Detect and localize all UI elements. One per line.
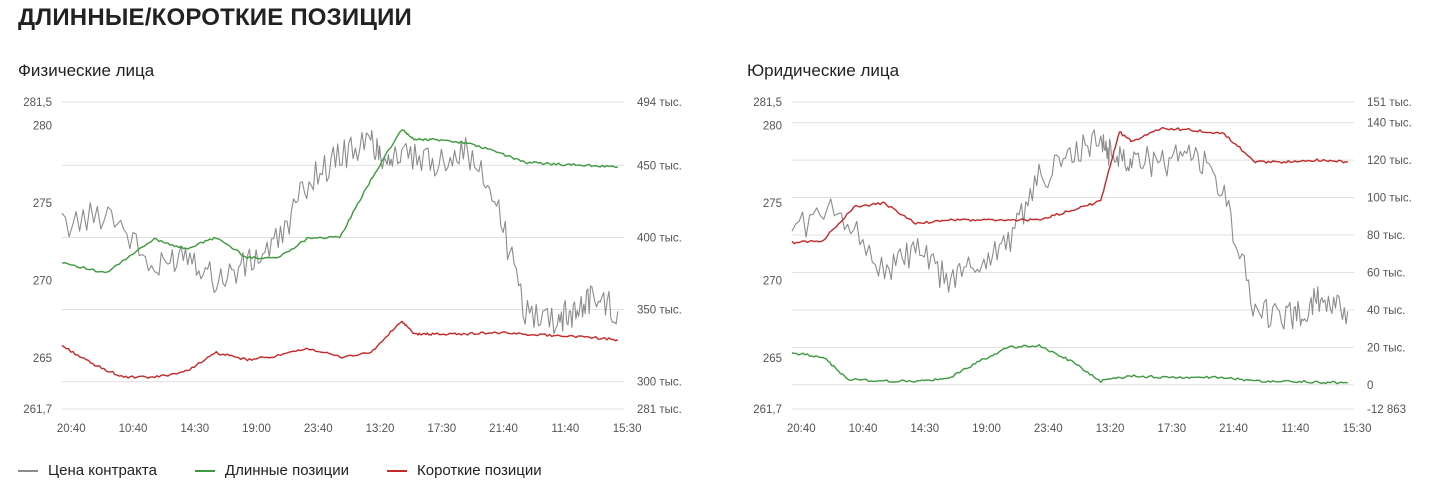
right-axis-tick-label: 80 тыс. xyxy=(1367,230,1405,242)
left-axis-tick-label: 270 xyxy=(33,275,52,287)
x-axis-tick-label: 13:20 xyxy=(1096,423,1125,435)
x-axis-tick-label: 13:20 xyxy=(366,423,395,435)
right-axis-tick-label: 400 тыс. xyxy=(637,232,682,244)
legend-item-long[interactable]: Длинные позиции xyxy=(194,462,349,479)
x-axis-tick-label: 20:40 xyxy=(787,423,816,435)
legend-swatch-long xyxy=(194,469,215,472)
right-axis-tick-label: 140 тыс. xyxy=(1367,118,1412,130)
x-axis-tick-label: 17:30 xyxy=(1157,423,1186,435)
x-axis-tick-label: 11:40 xyxy=(1281,423,1309,435)
series-line-price xyxy=(791,129,1349,330)
left-axis-tick-label: 275 xyxy=(763,198,782,210)
x-axis-tick-label: 19:00 xyxy=(242,423,271,435)
right-axis-tick-label: 151 тыс. xyxy=(1367,97,1412,109)
legend-label: Цена контракта xyxy=(48,462,157,479)
chart-legal-entities: 281,5 280 275 270 265 261,7 151 тыс. 140 тыс. 12… xyxy=(753,97,1412,435)
left-axis-tick-label: 281,5 xyxy=(23,97,52,109)
x-axis-tick-label: 14:30 xyxy=(910,423,939,435)
x-axis-tick-label: 11:40 xyxy=(551,423,579,435)
chart-title-legal-entities: Юридические лица xyxy=(747,61,900,80)
left-axis-tick-label: 265 xyxy=(33,353,52,365)
left-axis-tick-label: 280 xyxy=(33,120,52,132)
series-line-price xyxy=(61,129,619,335)
x-axis-tick-label: 15:30 xyxy=(1343,423,1372,435)
left-axis-tick-label: 261,7 xyxy=(753,404,782,416)
right-axis-tick-label: -12 863 xyxy=(1367,404,1406,416)
x-axis-tick-label: 20:40 xyxy=(57,423,86,435)
legend-item-short[interactable]: Короткие позиции xyxy=(386,462,542,479)
legend-item-price[interactable]: Цена контракта xyxy=(18,462,157,479)
legend-swatch-price xyxy=(18,469,38,472)
x-axis-tick-label: 19:00 xyxy=(972,423,1001,435)
legend-label: Длинные позиции xyxy=(224,462,349,479)
left-axis-tick-label: 265 xyxy=(763,353,782,365)
series-line-short xyxy=(791,126,1348,245)
legend-label: Короткие позиции xyxy=(416,462,542,479)
right-axis-tick-label: 350 тыс. xyxy=(637,305,682,317)
left-axis-tick-label: 270 xyxy=(763,275,782,287)
x-axis-tick-label: 10:40 xyxy=(119,423,148,435)
right-axis-tick-label: 100 тыс. xyxy=(1367,193,1412,205)
x-axis-tick-label: 17:30 xyxy=(427,423,456,435)
series-line-short xyxy=(61,320,619,379)
chart-title-individuals: Физические лица xyxy=(18,61,155,80)
right-axis-tick-label: 0 xyxy=(1367,380,1373,392)
x-axis-tick-label: 23:40 xyxy=(304,423,333,435)
series-line-long xyxy=(791,344,1348,385)
x-axis-tick-label: 21:40 xyxy=(1219,423,1248,435)
left-axis-tick-label: 261,7 xyxy=(23,404,52,416)
series-line-long xyxy=(61,129,618,274)
legend-swatch-short xyxy=(386,469,407,472)
chart-individuals: 281,5 280 275 270 265 261,7 494 тыс. 450 тыс. 40… xyxy=(23,97,682,435)
right-axis-tick-label: 60 тыс. xyxy=(1367,267,1405,279)
x-axis-tick-label: 21:40 xyxy=(489,423,518,435)
page-title: ДЛИННЫЕ/КОРОТКИЕ ПОЗИЦИИ xyxy=(18,4,412,31)
right-axis-tick-label: 40 тыс. xyxy=(1367,305,1405,317)
x-axis-tick-label: 14:30 xyxy=(180,423,209,435)
x-axis-tick-label: 23:40 xyxy=(1034,423,1063,435)
chart-legend: Цена контракта Длинные позиции Короткие … xyxy=(18,462,580,479)
right-axis-tick-label: 494 тыс. xyxy=(637,97,682,109)
right-axis-tick-label: 20 тыс. xyxy=(1367,342,1405,354)
right-axis-tick-label: 120 тыс. xyxy=(1367,155,1412,167)
right-axis-tick-label: 281 тыс. xyxy=(637,404,682,416)
right-axis-tick-label: 450 тыс. xyxy=(637,160,682,172)
x-axis-tick-label: 15:30 xyxy=(613,423,642,435)
right-axis-tick-label: 300 тыс. xyxy=(637,377,682,389)
left-axis-tick-label: 275 xyxy=(33,198,52,210)
left-axis-tick-label: 280 xyxy=(763,120,782,132)
left-axis-tick-label: 281,5 xyxy=(753,97,782,109)
x-axis-tick-label: 10:40 xyxy=(849,423,878,435)
